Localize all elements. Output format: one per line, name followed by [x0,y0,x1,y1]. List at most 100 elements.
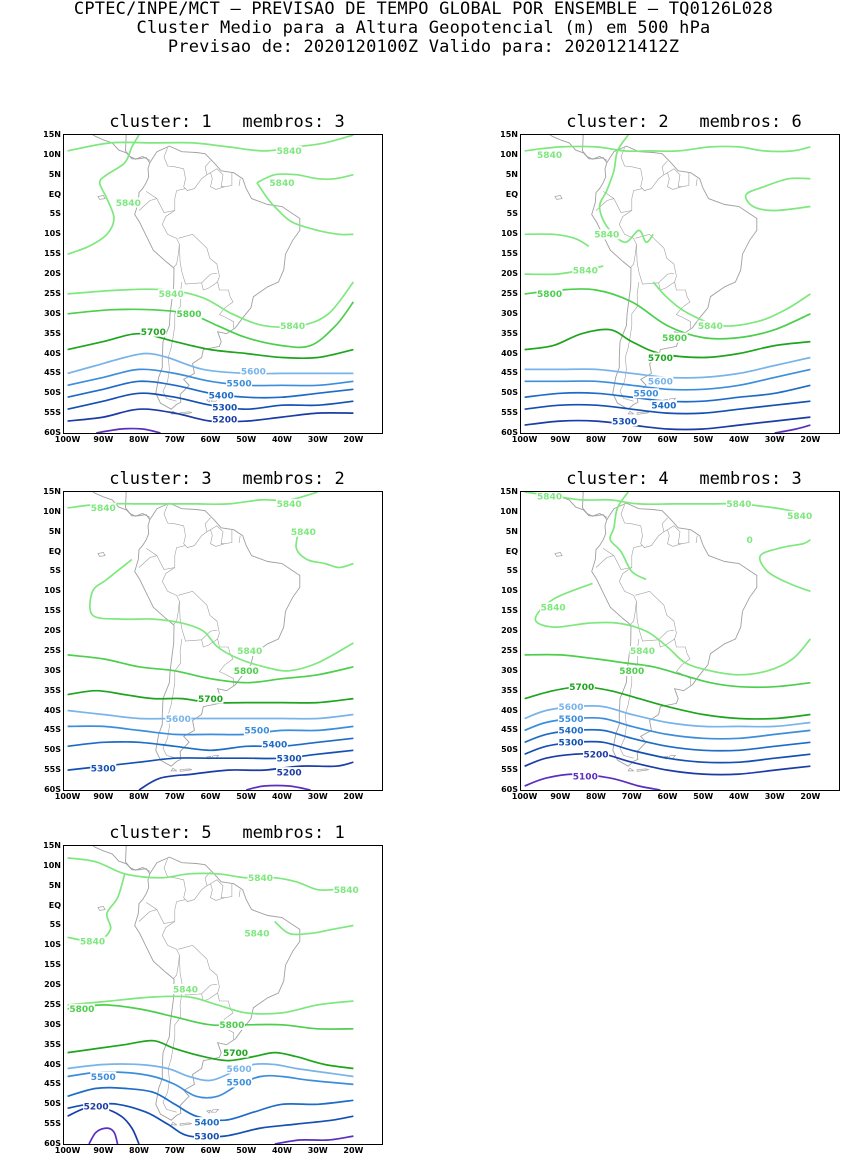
cluster-panel-3: cluster: 3 membros: 2 5840 5840 5840 5840 58… [37,469,417,809]
country-border [183,517,211,548]
lat-tick-label: 5S [49,566,61,576]
contour-5800 [67,654,354,684]
contour-label: 5300 [194,1132,219,1142]
contour-label-bg [276,145,303,156]
contour-label-bg [261,739,288,750]
lon-tick-label: 30W [307,435,328,444]
contour-5300 [524,400,811,415]
lon-tick-label: 20W [343,1146,364,1155]
contour-label-bg [83,1101,110,1112]
coastline [591,502,758,767]
contour-label-bg [208,390,235,401]
contour-label: 5600 [166,715,191,725]
lat-tick-label: 15S [44,606,61,616]
lat-tick-label: EQ [48,900,61,910]
lat-tick-label: 20S [44,269,61,279]
lon-tick-label: 100W [511,435,538,444]
panel-title: cluster: 2 membros: 6 [566,112,802,132]
country-border [161,210,180,268]
contour-label-bg [745,534,754,545]
lat-tick-label: 45S [501,368,518,378]
lat-tick-label: EQ [505,546,518,556]
lat-tick-label: EQ [48,189,61,199]
country-border [210,168,233,187]
country-border [667,525,690,544]
country-border [618,567,637,625]
lat-tick-label: 15S [44,960,61,970]
country-border [619,638,640,759]
lon-tick-label: 50W [236,435,257,444]
coastline [591,145,758,410]
island [170,767,178,772]
lon-tick-label: 30W [764,792,785,801]
contour-label-bg [290,526,317,537]
island [210,1108,220,1113]
contour-label-bg [583,749,610,760]
lat-tick-label: 55S [44,765,61,775]
country-border [178,944,231,1008]
contour-5500 [524,368,811,391]
contour-5840 [598,135,654,244]
lat-tick-label: 20S [44,626,61,636]
contour-label: 5840 [726,500,751,510]
contour-5840 [274,920,354,936]
lon-tick-label: 100W [511,792,538,801]
island [636,411,649,415]
contour-label: 5400 [651,401,676,411]
lat-tick-label: 45S [44,368,61,378]
contour-label: 5300 [558,739,583,749]
contour-label-bg [536,288,563,299]
contour-label: 5840 [269,179,294,189]
island [97,552,106,557]
contour-label: 5700 [198,695,223,705]
map-frame: 5840 5840 5840 5840 5840 5800 5800 5700 5600 5500… [63,845,383,1145]
lon-tick-label: 80W [586,792,607,801]
lon-tick-label: 50W [236,1146,257,1155]
contour-label: 5600 [558,703,583,713]
lat-tick-label: 15N [43,487,61,496]
lat-tick-label: 50S [44,388,61,398]
lat-tick-label: 5N [48,526,61,536]
lon-tick-label: 20W [343,792,364,801]
contour-5300 [67,392,354,411]
contour-5100 [245,784,311,790]
lon-tick-label: 20W [800,435,821,444]
contour-label: 5840 [537,492,562,502]
contour-label-bg [226,1077,253,1088]
contour-label: 5200 [212,415,237,425]
contour-5840 [67,873,126,943]
contour-label-bg [268,177,295,188]
page-header: CPTEC/INPE/MCT – PREVISAO DE TEMPO GLOBA… [0,0,847,57]
island [554,195,563,200]
lon-tick-label: 100W [54,435,81,444]
contour-label-bg [558,725,585,736]
contour-label-bg [115,197,142,208]
country-border [162,638,183,759]
lat-tick-label: 15S [44,249,61,259]
country-border [218,296,234,329]
contour-label-bg [647,376,674,387]
contour-5840 [67,135,140,255]
lat-tick-label: 50S [44,1099,61,1109]
lat-tick-label: 60S [501,428,518,437]
coastline-central-america [124,492,151,518]
lat-tick-label: 40S [44,705,61,715]
country-border [658,281,675,291]
cluster-panel-1: cluster: 1 membros: 3 5840 5840 5840 5840 58… [37,112,417,452]
contour-5100 [274,1135,354,1144]
contour-label-bg [90,763,117,774]
lat-tick-label: 15N [43,841,61,850]
contour-label: 5840 [116,199,141,209]
lat-tick-label: 30S [44,1019,61,1029]
island [179,768,192,772]
contour-label: 5500 [634,390,659,400]
contour-label: 5840 [277,500,302,510]
contour-label-bg [558,737,585,748]
country-border [620,504,641,527]
lat-tick-label: 15S [501,249,518,259]
lat-tick-label: 5N [505,526,518,536]
contour-label: 5800 [234,667,259,677]
lon-tick-label: 90W [550,435,571,444]
lon-tick-label: 60W [200,435,221,444]
cluster-panel-2: cluster: 2 membros: 6 5840 5840 5840 5800 58… [494,112,847,452]
